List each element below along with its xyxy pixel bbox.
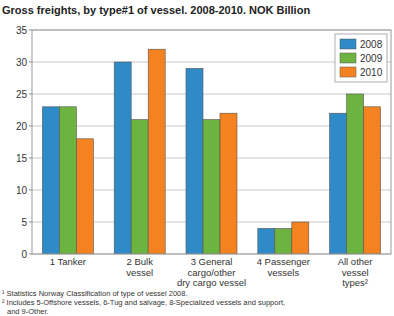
- tick-label: 0: [21, 249, 27, 260]
- chart: Gross freights, by type#1 of vessel. 200…: [0, 0, 394, 316]
- bar: [220, 113, 237, 254]
- category-label-line: vessel: [342, 267, 369, 278]
- category-label-line: All other: [338, 256, 373, 267]
- footnote-line: ² Includes 5-Offshore vessels, 6-Tug and…: [2, 298, 285, 307]
- legend-label: 2009: [360, 53, 383, 64]
- footnote: ¹ Statistics Norway Classification of ty…: [2, 289, 188, 298]
- tick-label: 10: [16, 185, 28, 196]
- tick-label: 30: [16, 57, 28, 68]
- category-label: 3 Generalcargo/otherdry cargo vessel: [177, 256, 246, 288]
- category-label: All othervesseltypes²: [338, 256, 373, 288]
- category-label-line: vessels: [267, 267, 299, 278]
- bar: [114, 62, 131, 254]
- bar: [347, 94, 364, 254]
- category-label: 4 Passengervessels: [257, 256, 310, 278]
- bar: [131, 120, 148, 254]
- bar: [330, 113, 347, 254]
- plot-area: [32, 30, 391, 254]
- category-label-line: vessel: [126, 267, 153, 278]
- category-label-line: types²: [342, 277, 368, 288]
- title: Gross freights, by type#1 of vessel. 200…: [2, 4, 310, 16]
- bar: [42, 107, 59, 254]
- category-label-line: 3 General: [191, 256, 233, 267]
- category-label: 1 Tanker: [50, 256, 86, 267]
- bar: [364, 107, 381, 254]
- tick-label: 25: [16, 89, 28, 100]
- category-label-line: dry cargo vessel: [177, 277, 246, 288]
- legend-label: 2008: [360, 39, 383, 50]
- tick-label: 35: [16, 25, 28, 36]
- bar: [76, 139, 93, 254]
- legend-box: [335, 34, 387, 82]
- bar: [59, 107, 76, 254]
- bar: [275, 228, 292, 254]
- category-label: 2 Bulkvessel: [126, 256, 153, 278]
- tick-label: 15: [16, 153, 28, 164]
- category-label-line: 4 Passenger: [257, 256, 310, 267]
- tick-label: 20: [16, 121, 28, 132]
- plot-frame: [32, 30, 391, 254]
- bar: [148, 49, 165, 254]
- footnote-line: and 9-Other.: [7, 307, 49, 316]
- legend-swatch: [340, 53, 356, 63]
- bars: [42, 49, 380, 254]
- legend-label: 2010: [360, 67, 383, 78]
- footnote: ² Includes 5-Offshore vessels, 6-Tug and…: [2, 298, 285, 316]
- bar: [203, 120, 220, 254]
- bar: [258, 228, 275, 254]
- tick-label: 5: [21, 217, 27, 228]
- category-label-line: 2 Bulk: [126, 256, 153, 267]
- bar: [292, 222, 309, 254]
- legend-swatch: [340, 67, 356, 77]
- grid-line: [32, 94, 391, 95]
- footnote-line: ¹ Statistics Norway Classification of ty…: [2, 289, 188, 298]
- legend-swatch: [340, 39, 356, 49]
- category-label-line: 1 Tanker: [50, 256, 86, 267]
- bar: [186, 68, 203, 254]
- category-label-line: cargo/other: [187, 267, 235, 278]
